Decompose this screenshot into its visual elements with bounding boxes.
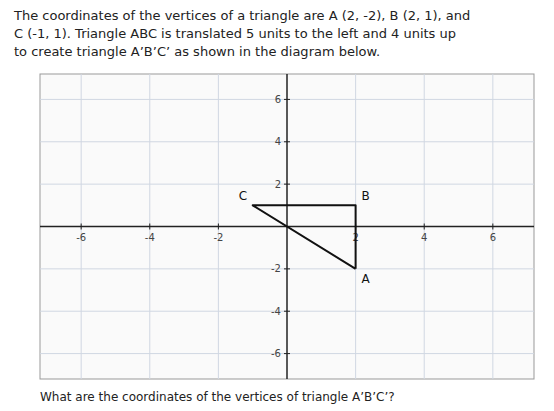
title-line: C (-1, 1). Triangle ABC is translated 5 … — [14, 26, 456, 41]
grid-line-x — [424, 74, 425, 379]
chart-container: The coordinates of the vertices of a tri… — [0, 0, 554, 411]
x-tick — [492, 224, 493, 230]
chart-svg: The coordinates of the vertices of a tri… — [0, 0, 554, 411]
y-tick-label: -6 — [271, 348, 281, 359]
grid-line-y — [40, 141, 534, 142]
y-tick — [284, 268, 290, 269]
vertex-label: A — [362, 272, 371, 286]
x-tick-label: -2 — [213, 232, 223, 243]
triangle — [253, 205, 356, 269]
grid-line-x — [218, 74, 219, 379]
plot-frame — [40, 74, 534, 379]
x-tick — [424, 224, 425, 230]
grid-line-y — [40, 353, 534, 354]
x-tick — [81, 224, 82, 230]
grid-line-y — [40, 99, 534, 100]
caption: What are the coordinates of the vertices… — [40, 390, 395, 404]
vertex-label: C — [239, 189, 247, 203]
y-tick-label: 2 — [275, 179, 281, 190]
y-tick — [284, 99, 290, 100]
x-tick-label: -6 — [76, 232, 86, 243]
y-tick — [284, 353, 290, 354]
y-tick — [284, 184, 290, 185]
grid-line-y — [40, 311, 534, 312]
y-tick — [284, 141, 290, 142]
y-tick-label: 6 — [275, 94, 281, 105]
grid-line-y — [40, 268, 534, 269]
x-tick-label: -4 — [145, 232, 155, 243]
y-tick — [284, 311, 290, 312]
title-line: to create triangle A’B’C’ as shown in th… — [14, 44, 380, 59]
title-line: The coordinates of the vertices of a tri… — [13, 8, 470, 23]
y-tick-label: -2 — [271, 263, 281, 274]
vertex-label: B — [362, 189, 370, 203]
grid-line-y — [40, 184, 534, 185]
x-tick — [218, 224, 219, 230]
x-tick-label: 4 — [421, 232, 427, 243]
grid-line-x — [81, 74, 82, 379]
data-layer — [253, 205, 356, 269]
y-tick-label: -4 — [271, 306, 281, 317]
x-tick — [149, 224, 150, 230]
grid-line-x — [149, 74, 150, 379]
x-tick-label: 6 — [490, 232, 496, 243]
y-tick-label: 4 — [275, 136, 281, 147]
title: The coordinates of the vertices of a tri… — [13, 8, 470, 59]
grid-line-x — [492, 74, 493, 379]
